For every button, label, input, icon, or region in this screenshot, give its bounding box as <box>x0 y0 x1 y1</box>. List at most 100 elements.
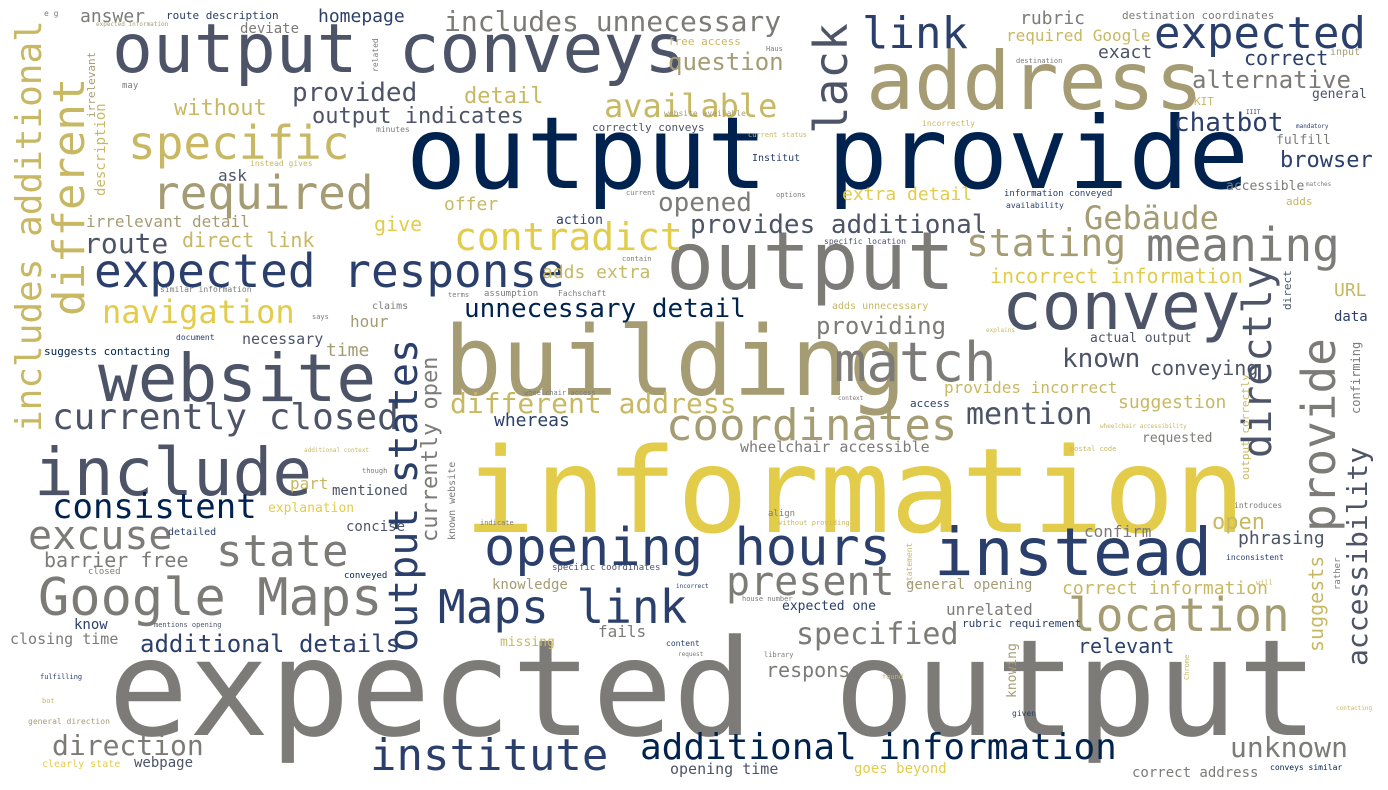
word-mandatory: mandatory <box>1296 123 1329 130</box>
word-document: document <box>176 333 215 342</box>
word-missing: missing <box>500 635 555 650</box>
word-institut: Institut <box>752 153 801 164</box>
word-postal-code: postal code <box>1070 445 1117 453</box>
word-detailed: detailed <box>168 527 217 538</box>
word-providing: providing <box>816 312 947 340</box>
word-maps-link: Maps link <box>438 580 688 634</box>
word-whereas: whereas <box>494 410 570 431</box>
word-navigation: navigation <box>102 293 295 331</box>
word-contain: contain <box>622 255 652 263</box>
word-specified: specified <box>796 617 959 652</box>
word-output-correctly: output correctly <box>1239 374 1252 480</box>
word-destination: destination <box>1016 57 1063 65</box>
word-irrelevant-detail: irrelevant detail <box>86 212 250 231</box>
word-destination-coordinates: destination coordinates <box>1122 9 1275 22</box>
word-currently-closed: currently closed <box>52 397 399 438</box>
word-though: though <box>362 467 388 475</box>
word-conveys-similar: conveys similar <box>1270 763 1343 772</box>
word-matches: matches <box>1306 181 1332 188</box>
word-confirm: confirm <box>1084 522 1152 541</box>
word-excuse: excuse <box>28 513 173 559</box>
word-goes-beyond: goes beyond <box>854 761 947 777</box>
word-assumption: assumption <box>484 289 539 299</box>
word-align: align <box>768 509 796 519</box>
word-fachschaft: Fachschaft <box>558 289 607 298</box>
word-instead: instead <box>934 514 1213 591</box>
word-correct: correct <box>1244 46 1329 70</box>
word-necessary: necessary <box>242 330 324 348</box>
word-request: request <box>678 651 704 658</box>
word-incorrectly: incorrectly <box>922 119 975 128</box>
word-clearly-state: clearly state <box>42 759 121 770</box>
word-specific-location: specific location <box>824 237 906 246</box>
word-unnecessary-detail: unnecessary detail <box>464 294 746 324</box>
word-access: access <box>910 397 950 410</box>
word-consistent: consistent <box>52 487 257 527</box>
word-includes-additional: includes additional <box>9 20 50 432</box>
word-correctly-conveys: correctly conveys <box>592 121 705 134</box>
word-information: information <box>464 422 1246 560</box>
word-given: given <box>1012 709 1037 718</box>
word-contacting: contacting <box>1336 705 1373 712</box>
word-address: address <box>866 35 1204 128</box>
word-extra-detail: extra detail <box>842 184 973 205</box>
word-incorrect-information: incorrect information <box>990 264 1243 288</box>
word-output-conveys: output conveys <box>112 10 686 89</box>
word-concise: concise <box>346 519 406 535</box>
word-expected-one: expected one <box>782 599 876 614</box>
word-fails: fails <box>598 622 647 641</box>
word-exact: exact <box>1098 42 1153 63</box>
word-terms: terms <box>448 291 470 299</box>
word-provides-incorrect: provides incorrect <box>944 378 1118 397</box>
word-suggests: suggests <box>1304 555 1328 652</box>
word-provides-additional: provides additional <box>690 210 988 240</box>
word-expected-response: expected response <box>94 244 565 298</box>
word-current: current <box>626 189 656 197</box>
word-opening-hours: opening hours <box>484 518 891 578</box>
word-opened: opened <box>658 188 752 218</box>
word-found: found <box>882 673 904 681</box>
word-introduces: introduces <box>1234 501 1283 510</box>
word-required: required <box>152 166 374 220</box>
word-homepage: homepage <box>318 6 405 27</box>
word-state: state <box>216 526 349 577</box>
word-browser: browser <box>1280 148 1373 173</box>
word-general: general <box>1312 87 1367 102</box>
word-adds-extra: adds extra <box>542 262 651 283</box>
word-requested: requested <box>1142 431 1213 446</box>
word-provide: provide <box>1292 338 1346 532</box>
word-route: route <box>84 227 169 260</box>
word-data: data <box>1334 309 1368 325</box>
word-output-indicates: output indicates <box>312 104 524 129</box>
word-rubric-requirement: rubric requirement <box>962 617 1082 630</box>
word-related: related <box>371 38 380 72</box>
word-route-description: route description <box>166 9 279 22</box>
word-known-website: known website <box>447 461 458 540</box>
word-wheelchair-accessible: wheelchair accessible <box>740 438 930 456</box>
word-action: action <box>556 213 603 228</box>
word-closed: closed <box>88 567 121 577</box>
word-know: know <box>74 617 108 633</box>
word-actual-output: actual output <box>1090 331 1192 346</box>
word-rubric: rubric <box>1020 8 1086 29</box>
word-mention: mention <box>966 397 1093 432</box>
word-phrasing: phrasing <box>1238 528 1325 549</box>
word-part: part <box>290 474 329 493</box>
word-lack: lack <box>804 23 858 134</box>
word-additional-details: additional details <box>140 630 401 658</box>
word-relevant: relevant <box>1078 634 1175 658</box>
word-conveyed: conveyed <box>344 571 388 581</box>
word-chatbot: chatbot <box>1174 108 1284 138</box>
word-gebaude: Gebäude <box>1084 199 1219 237</box>
word-eg: e g <box>44 9 59 18</box>
word-available: available <box>604 87 778 125</box>
word-closing-time: closing time <box>10 630 119 648</box>
word-wheelchair-access: wheelchair access <box>524 389 596 397</box>
word-correct-address: correct address <box>1132 765 1259 781</box>
word-hour: hour <box>350 312 389 331</box>
word-location: location <box>1068 588 1290 642</box>
word-include: include <box>34 434 313 511</box>
word-fulfill: fulfill <box>1276 133 1331 148</box>
word-open: open <box>1212 510 1265 535</box>
word-direct: direct <box>1281 270 1294 310</box>
